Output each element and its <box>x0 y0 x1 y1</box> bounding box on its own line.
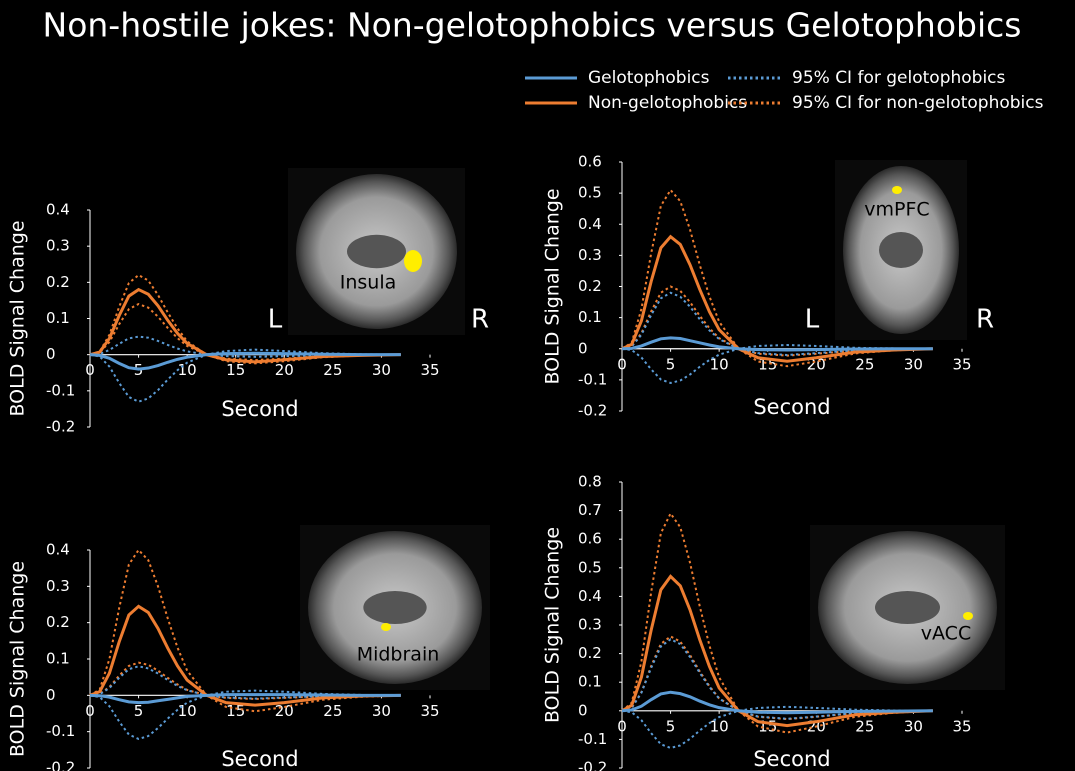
y-tick-label: 0.1 <box>578 673 602 691</box>
x-axis-label: Second <box>753 747 830 771</box>
orientation-label: L <box>805 305 820 335</box>
y-tick-label: 0.5 <box>578 184 602 202</box>
y-tick-label: -0.2 <box>46 759 75 771</box>
x-tick-label: 25 <box>855 717 874 735</box>
x-tick-label: 5 <box>666 355 676 373</box>
x-tick-label: 35 <box>420 361 439 379</box>
x-tick-label: 35 <box>952 355 971 373</box>
y-tick-label: -0.1 <box>46 381 75 399</box>
x-tick-label: 30 <box>372 361 391 379</box>
x-tick-label: 10 <box>178 702 197 720</box>
x-tick-label: 25 <box>323 702 342 720</box>
x-tick-label: 0 <box>617 717 627 735</box>
region-label: vACC <box>921 623 971 645</box>
y-axis-label: BOLD Signal Change <box>7 220 29 416</box>
x-tick-label: 5 <box>666 717 676 735</box>
orientation-label: R <box>976 305 994 335</box>
orientation-label: L <box>268 305 283 335</box>
y-tick-label: 0.3 <box>578 246 602 264</box>
page: Non-hostile jokes: Non-gelotophobics ver… <box>0 0 1075 771</box>
y-tick-label: -0.2 <box>46 418 75 436</box>
y-axis-label: BOLD Signal Change <box>542 188 564 384</box>
y-tick-label: 0 <box>46 345 56 363</box>
legend-label: 95% CI for non-gelotophobics <box>792 93 1044 113</box>
y-tick-label: 0.5 <box>578 558 602 576</box>
y-tick-label: 0.7 <box>578 501 602 519</box>
x-tick-label: 0 <box>85 361 95 379</box>
y-tick-label: 0.4 <box>46 541 70 559</box>
activation-blob <box>381 623 391 631</box>
y-tick-label: 0.2 <box>46 273 70 291</box>
activation-blob <box>892 186 902 194</box>
legend-label: Non-gelotophobics <box>588 93 747 113</box>
x-tick-label: 20 <box>275 361 294 379</box>
y-tick-label: 0.3 <box>578 616 602 634</box>
brain-ventricle <box>879 232 923 268</box>
x-tick-label: 30 <box>904 355 923 373</box>
figure: Non-hostile jokes: Non-gelotophobics ver… <box>0 0 1075 771</box>
x-tick-label: 25 <box>323 361 342 379</box>
legend-label: 95% CI for gelotophobics <box>792 68 1006 88</box>
x-tick-label: 35 <box>952 717 971 735</box>
y-axis-label: BOLD Signal Change <box>542 527 564 723</box>
y-tick-label: 0.2 <box>578 277 602 295</box>
y-tick-label: 0.2 <box>46 613 70 631</box>
x-tick-label: 10 <box>710 717 729 735</box>
region-label: Insula <box>340 272 397 294</box>
y-tick-label: 0 <box>578 701 588 719</box>
x-tick-label: 30 <box>904 717 923 735</box>
region-label: vmPFC <box>864 199 929 221</box>
y-tick-label: 0.6 <box>578 530 602 548</box>
orientation-label: R <box>471 305 489 335</box>
y-tick-label: 0.8 <box>578 473 602 491</box>
y-tick-label: 0.3 <box>46 577 70 595</box>
y-tick-label: 0.2 <box>578 644 602 662</box>
y-tick-label: -0.1 <box>578 730 607 748</box>
y-tick-label: 0 <box>46 686 56 704</box>
y-tick-label: 0.4 <box>578 587 602 605</box>
brain-ventricle <box>363 591 426 624</box>
x-tick-label: 30 <box>372 702 391 720</box>
y-axis-label: BOLD Signal Change <box>7 561 29 757</box>
y-tick-label: 0.3 <box>46 237 70 255</box>
x-axis-label: Second <box>753 395 830 419</box>
x-axis-label: Second <box>221 397 298 421</box>
x-tick-label: 5 <box>134 702 144 720</box>
y-tick-label: -0.1 <box>46 722 75 740</box>
y-tick-label: 0.4 <box>578 215 602 233</box>
y-tick-label: -0.2 <box>578 402 607 420</box>
x-tick-label: 25 <box>855 355 874 373</box>
y-tick-label: 0.6 <box>578 153 602 171</box>
y-tick-label: -0.1 <box>578 370 607 388</box>
y-tick-label: 0.1 <box>578 308 602 326</box>
y-tick-label: 0.4 <box>46 201 70 219</box>
y-tick-label: -0.2 <box>578 759 607 771</box>
x-axis-label: Second <box>221 747 298 771</box>
activation-blob <box>404 250 422 272</box>
region-label: Midbrain <box>357 644 440 666</box>
brain-ventricle <box>875 591 940 624</box>
legend-label: Gelotophobics <box>588 68 710 88</box>
activation-blob <box>963 612 973 620</box>
y-tick-label: 0.1 <box>46 309 70 327</box>
x-tick-label: 15 <box>758 717 777 735</box>
x-tick-label: 0 <box>85 702 95 720</box>
brain-ventricle <box>347 235 406 268</box>
x-tick-label: 0 <box>617 355 627 373</box>
y-tick-label: 0.1 <box>46 650 70 668</box>
y-tick-label: 0 <box>578 339 588 357</box>
x-tick-label: 35 <box>420 702 439 720</box>
x-tick-label: 15 <box>226 361 245 379</box>
figure-title: Non-hostile jokes: Non-gelotophobics ver… <box>43 6 1022 45</box>
